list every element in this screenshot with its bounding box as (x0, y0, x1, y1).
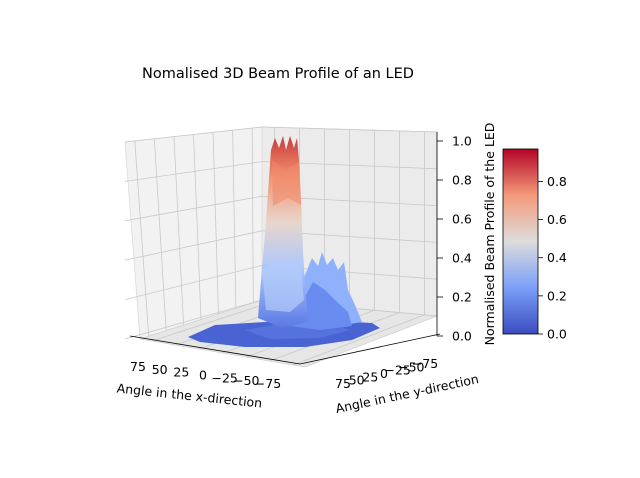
grid-line-x (153, 138, 167, 331)
grid-line-x (232, 130, 237, 309)
y-tick-label: 50 (349, 373, 365, 388)
z-axis: 0.0 0.2 0.4 0.6 0.8 1.0 Normalised Beam Profi… (436, 123, 497, 346)
grid-line-x (173, 136, 184, 326)
grid-line-x (134, 140, 150, 337)
y-tick-label: 25 (362, 369, 378, 384)
colorbar-gradient (502, 148, 539, 335)
z-tick-label: 0.6 (452, 212, 472, 227)
y-tick-label: −75 (412, 356, 438, 371)
z-tick-label: 0.4 (452, 251, 472, 266)
grid-line-x (251, 128, 254, 303)
grid-line-z (124, 195, 438, 222)
x-tick-label: 75 (130, 359, 146, 374)
grid-line-floor (293, 314, 425, 366)
z-axis-label: Normalised Beam Profile of the LED (482, 123, 497, 346)
y-tick-label: 0 (380, 366, 388, 381)
surface (188, 136, 380, 347)
colorbar-tick-label: 0.0 (547, 327, 567, 342)
grid-line-z (124, 230, 438, 261)
chart-title: Nomalised 3D Beam Profile of an LED (142, 66, 414, 82)
y-tick-label: −50 (398, 359, 424, 374)
grid-line-z (124, 161, 438, 182)
x-tick-label: −25 (211, 370, 237, 385)
grid-line-floor (151, 300, 275, 342)
z-tick-label: 0.2 (452, 290, 472, 305)
colorbar-tick-label: 0.8 (547, 174, 567, 189)
x-tick-label: 25 (173, 365, 189, 380)
colorbar-tick-label: 0.6 (547, 212, 567, 227)
central-peak-lower (262, 258, 304, 312)
z-tick-label: 0.0 (452, 329, 472, 344)
grid-line-x (212, 132, 219, 314)
colorbar-tick-label: 0.4 (547, 250, 567, 265)
y-tick-label: 75 (335, 376, 351, 391)
x-tick-label: 50 (152, 362, 168, 377)
grid-line-x (193, 134, 202, 320)
colorbar: 0.0 0.2 0.4 0.6 0.8 (502, 148, 567, 342)
grid-line-z (124, 264, 438, 300)
x-tick-label: 0 (199, 368, 207, 383)
z-tick-label: 1.0 (452, 134, 472, 149)
x-tick-label: −50 (233, 373, 259, 388)
x-tick-label: −75 (255, 376, 281, 391)
z-tick-label: 0.8 (452, 173, 472, 188)
y-tick-label: −25 (384, 363, 410, 378)
grid-line-z (124, 126, 438, 143)
colorbar-tick-label: 0.2 (547, 288, 567, 303)
central-peak-shade (272, 160, 301, 206)
